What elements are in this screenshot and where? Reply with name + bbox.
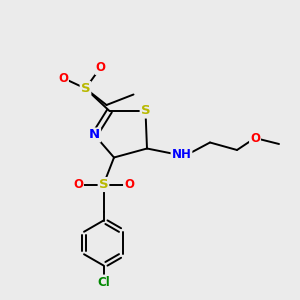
Text: S: S <box>99 178 108 191</box>
Text: O: O <box>73 178 83 191</box>
Text: O: O <box>58 71 68 85</box>
Text: O: O <box>250 131 260 145</box>
Text: Cl: Cl <box>97 275 110 289</box>
Text: N: N <box>89 128 100 142</box>
Text: O: O <box>124 178 134 191</box>
Text: S: S <box>81 82 90 95</box>
Text: O: O <box>95 61 106 74</box>
Text: NH: NH <box>172 148 191 161</box>
Text: S: S <box>141 104 150 118</box>
